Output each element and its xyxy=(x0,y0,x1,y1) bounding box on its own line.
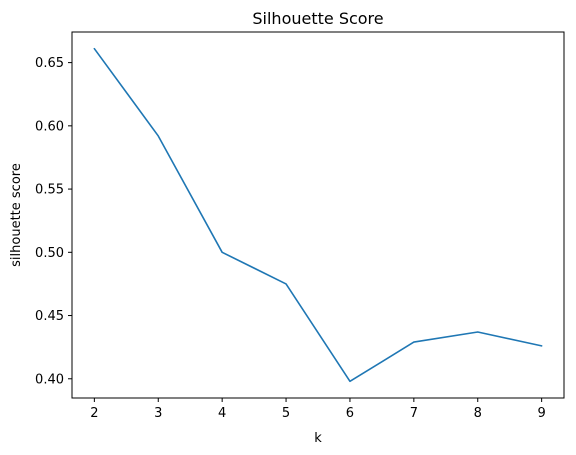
ticks-layer: 2 3 4 5 6 7 8 9 0.40 0.45 0.50 0.55 0.60 0.65 xyxy=(35,56,546,421)
x-axis-label: k xyxy=(314,431,322,446)
series-layer xyxy=(93,47,543,383)
y-tick-label: 0.60 xyxy=(35,119,64,134)
y-tick-label: 0.55 xyxy=(35,183,64,198)
y-axis-label: silhouette score xyxy=(9,163,24,267)
series-line xyxy=(93,47,543,383)
x-tick-label: 2 xyxy=(90,406,98,421)
x-tick-label: 3 xyxy=(154,406,162,421)
y-tick-label: 0.65 xyxy=(35,56,64,71)
y-tick-label: 0.40 xyxy=(35,372,64,387)
x-tick-label: 7 xyxy=(410,406,418,421)
x-tick-label: 9 xyxy=(537,406,545,421)
y-tick-label: 0.45 xyxy=(35,309,64,324)
x-tick-label: 4 xyxy=(218,406,226,421)
x-tick-label: 8 xyxy=(474,406,482,421)
x-tick-label: 6 xyxy=(346,406,354,421)
plot-frame xyxy=(71,31,565,399)
chart-title: Silhouette Score xyxy=(252,9,383,28)
x-tick-label: 5 xyxy=(282,406,290,421)
y-tick-label: 0.50 xyxy=(35,246,64,261)
